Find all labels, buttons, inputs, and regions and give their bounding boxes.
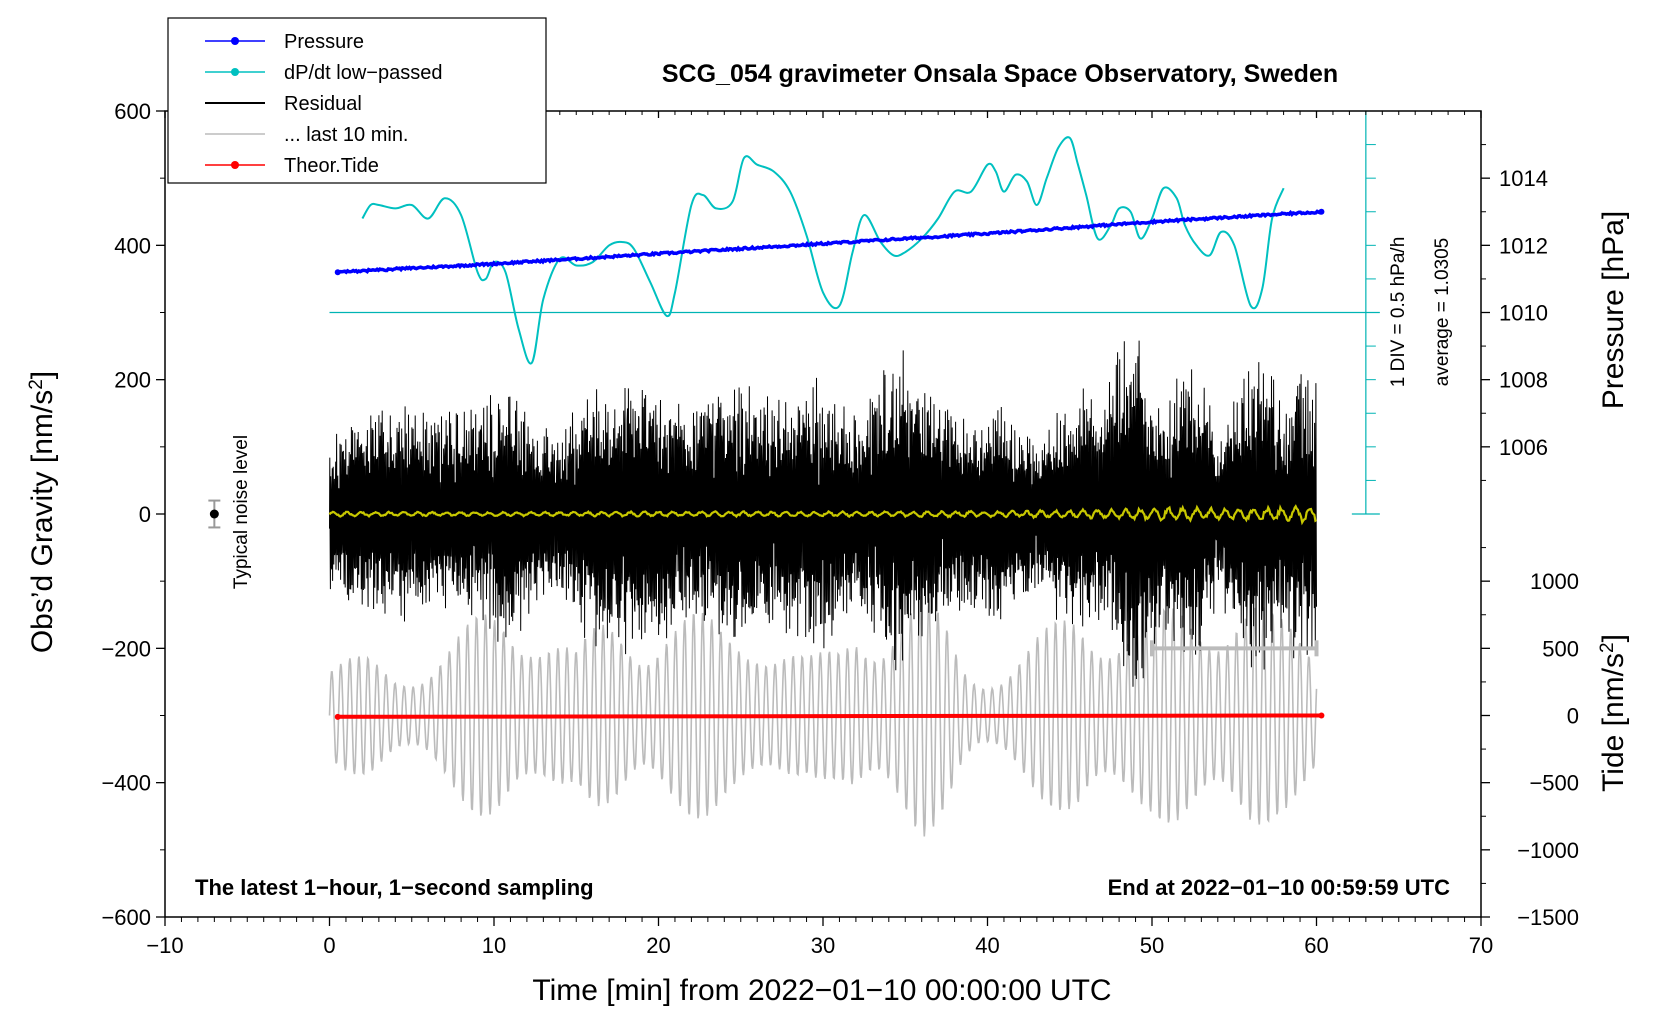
tide-end-dot (1318, 712, 1325, 719)
y-axis-ticks: 600 400 200 0 −200 −400 −600 (101, 99, 165, 930)
pressure-line (337, 209, 1323, 275)
tide-tick-label: 500 (1542, 636, 1579, 661)
legend-label-dp-dt-low-passed: dP/dt low−passed (284, 62, 442, 84)
x-tick-label: 60 (1304, 933, 1328, 958)
y-tick-label: 400 (114, 233, 151, 258)
legend: Pressure dP/dt low−passed Residual ... last… (167, 17, 547, 184)
legend-box (167, 17, 547, 184)
noise-marker-group (208, 499, 221, 529)
x-tick-label: 0 (323, 933, 335, 958)
residual-lowpass-line (328, 504, 1318, 526)
tide-axis-ticks: 1000 500 0 −500 −1000 −1500 (1481, 547, 1579, 930)
pressure-axis-title: Pressure [hPa] (1597, 211, 1630, 409)
pressure-tick-label: 1006 (1499, 435, 1548, 460)
tide-axis-title-close: ] (1597, 634, 1630, 642)
y-axis-title: Obs’d Gravity [nm/s2] (26, 371, 60, 653)
tide-axis-title-main: Tide [nm/s (1597, 653, 1630, 792)
dpdt-average-label: average = 1.0305 (1432, 238, 1453, 386)
residual-line (329, 340, 1317, 687)
pressure-tick-label: 1010 (1499, 301, 1548, 326)
legend-label-last-10-min: ... last 10 min. (284, 124, 409, 146)
legend-label-pressure: Pressure (284, 31, 364, 53)
pressure-end-dot (1318, 208, 1325, 215)
legend-label-residual: Residual (284, 93, 362, 115)
x-axis-ticks: −10 0 10 20 30 40 50 60 70 (146, 111, 1493, 958)
x-axis-title: Time [min] from 2022−01−10 00:00:00 UTC (532, 974, 1111, 1007)
series-layer (208, 111, 1380, 837)
y-tick-label: −400 (101, 771, 151, 796)
tide-axis-title-sup: 2 (1597, 642, 1618, 653)
y-tick-label: −200 (101, 636, 151, 661)
pressure-series-group (334, 208, 1325, 276)
pressure-tick-label: 1012 (1499, 233, 1548, 258)
tide-axis-title: Tide [nm/s2] (1597, 634, 1631, 792)
x-tick-label: 70 (1469, 933, 1493, 958)
y-tick-label: 600 (114, 99, 151, 124)
y-tick-label: 0 (139, 502, 151, 527)
y-tick-label: −600 (101, 905, 151, 930)
tide-start-dot (334, 713, 341, 720)
legend-marker-theor-tide (231, 161, 239, 169)
pressure-axis-ticks: 1014 1012 1010 1008 1006 (1481, 144, 1548, 481)
pressure-start-dot (334, 269, 341, 276)
y-axis-title-main: Obs’d Gravity [nm/s (26, 390, 59, 653)
noise-level-label: Typical noise level (231, 435, 252, 589)
dpdt-line (361, 136, 1285, 365)
residual-lowpass-series-group (328, 504, 1318, 526)
dpdt-scale-label: 1 DIV = 0.5 hPa/h (1388, 237, 1409, 388)
x-tick-label: 40 (975, 933, 999, 958)
tide-tick-label: 0 (1567, 704, 1579, 729)
legend-marker-dp-dt-low-passed (231, 68, 239, 76)
tide-tick-label: −500 (1529, 771, 1579, 796)
pressure-tick-label: 1014 (1499, 166, 1548, 191)
residual-series-group (329, 340, 1317, 687)
sampling-note: The latest 1−hour, 1−second sampling (195, 875, 594, 900)
tide-tick-label: 1000 (1530, 569, 1579, 594)
x-tick-label: 30 (811, 933, 835, 958)
dpdt-series-group (361, 136, 1285, 365)
tide-tick-label: −1500 (1517, 905, 1579, 930)
dpdt-axis-group (329, 111, 1380, 515)
pressure-tick-label: 1008 (1499, 368, 1548, 393)
tide-series-group (334, 712, 1325, 720)
x-tick-label: 20 (646, 933, 670, 958)
noise-dot (209, 509, 219, 519)
chart-title: SCG_054 gravimeter Onsala Space Observat… (662, 60, 1338, 88)
y-tick-label: 200 (114, 368, 151, 393)
legend-label-theor-tide: Theor.Tide (284, 155, 379, 177)
last-10-min-series-group (328, 596, 1318, 837)
x-tick-label: −10 (146, 933, 183, 958)
last10-bracket-group (1150, 640, 1319, 657)
tide-line (337, 713, 1322, 719)
x-tick-label: 50 (1140, 933, 1164, 958)
y-axis-title-close: ] (26, 371, 59, 379)
x-tick-label: 10 (482, 933, 506, 958)
last-10-min-line (328, 596, 1318, 837)
end-time-note: End at 2022−01−10 00:59:59 UTC (1108, 875, 1451, 900)
legend-marker-pressure (231, 37, 239, 45)
y-axis-title-sup: 2 (26, 379, 47, 390)
tide-tick-label: −1000 (1517, 838, 1579, 863)
